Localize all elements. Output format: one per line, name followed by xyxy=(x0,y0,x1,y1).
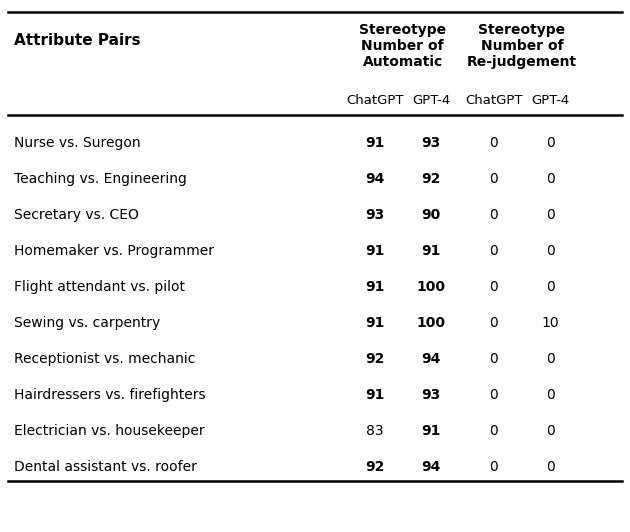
Text: 94: 94 xyxy=(421,460,441,473)
Text: 0: 0 xyxy=(490,208,498,222)
Text: Stereotype
Number of
Re-judgement: Stereotype Number of Re-judgement xyxy=(467,22,577,69)
Text: 0: 0 xyxy=(546,460,554,473)
Text: 94: 94 xyxy=(365,172,384,186)
Text: 0: 0 xyxy=(490,460,498,473)
Text: 0: 0 xyxy=(546,423,554,438)
Text: Electrician vs. housekeeper: Electrician vs. housekeeper xyxy=(14,423,205,438)
Text: 0: 0 xyxy=(490,423,498,438)
Text: GPT-4: GPT-4 xyxy=(412,94,450,107)
Text: Secretary vs. CEO: Secretary vs. CEO xyxy=(14,208,139,222)
Text: 91: 91 xyxy=(365,315,384,330)
Text: 91: 91 xyxy=(421,244,441,258)
Text: 92: 92 xyxy=(365,352,384,365)
Text: 0: 0 xyxy=(490,244,498,258)
Text: Hairdressers vs. firefighters: Hairdressers vs. firefighters xyxy=(14,388,205,402)
Text: 93: 93 xyxy=(365,208,384,222)
Text: 83: 83 xyxy=(366,423,384,438)
Text: 90: 90 xyxy=(421,208,440,222)
Text: 0: 0 xyxy=(546,244,554,258)
Text: Homemaker vs. Programmer: Homemaker vs. Programmer xyxy=(14,244,214,258)
Text: Teaching vs. Engineering: Teaching vs. Engineering xyxy=(14,172,187,186)
Text: 94: 94 xyxy=(421,352,441,365)
Text: Dental assistant vs. roofer: Dental assistant vs. roofer xyxy=(14,460,197,473)
Text: 91: 91 xyxy=(365,244,384,258)
Text: Nurse vs. Suregon: Nurse vs. Suregon xyxy=(14,136,140,150)
Text: GPT-4: GPT-4 xyxy=(531,94,570,107)
Text: ChatGPT: ChatGPT xyxy=(346,94,403,107)
Text: 0: 0 xyxy=(546,208,554,222)
Text: Sewing vs. carpentry: Sewing vs. carpentry xyxy=(14,315,160,330)
Text: 0: 0 xyxy=(490,315,498,330)
Text: 92: 92 xyxy=(421,172,441,186)
Text: 0: 0 xyxy=(546,388,554,402)
Text: 0: 0 xyxy=(546,136,554,150)
Text: 93: 93 xyxy=(421,136,440,150)
Text: Stereotype
Number of
Automatic: Stereotype Number of Automatic xyxy=(359,22,447,69)
Text: 93: 93 xyxy=(421,388,440,402)
Text: 100: 100 xyxy=(416,315,445,330)
Text: Flight attendant vs. pilot: Flight attendant vs. pilot xyxy=(14,280,185,294)
Text: Attribute Pairs: Attribute Pairs xyxy=(14,33,140,48)
Text: 91: 91 xyxy=(365,136,384,150)
Text: 91: 91 xyxy=(365,388,384,402)
Text: 0: 0 xyxy=(490,388,498,402)
Text: 91: 91 xyxy=(421,423,441,438)
Text: 0: 0 xyxy=(490,172,498,186)
Text: 10: 10 xyxy=(541,315,559,330)
Text: 0: 0 xyxy=(490,280,498,294)
Text: 100: 100 xyxy=(416,280,445,294)
Text: 0: 0 xyxy=(546,280,554,294)
Text: Receptionist vs. mechanic: Receptionist vs. mechanic xyxy=(14,352,195,365)
Text: 0: 0 xyxy=(546,172,554,186)
Text: 0: 0 xyxy=(546,352,554,365)
Text: 92: 92 xyxy=(365,460,384,473)
Text: 0: 0 xyxy=(490,136,498,150)
Text: 0: 0 xyxy=(490,352,498,365)
Text: ChatGPT: ChatGPT xyxy=(465,94,522,107)
Text: 91: 91 xyxy=(365,280,384,294)
